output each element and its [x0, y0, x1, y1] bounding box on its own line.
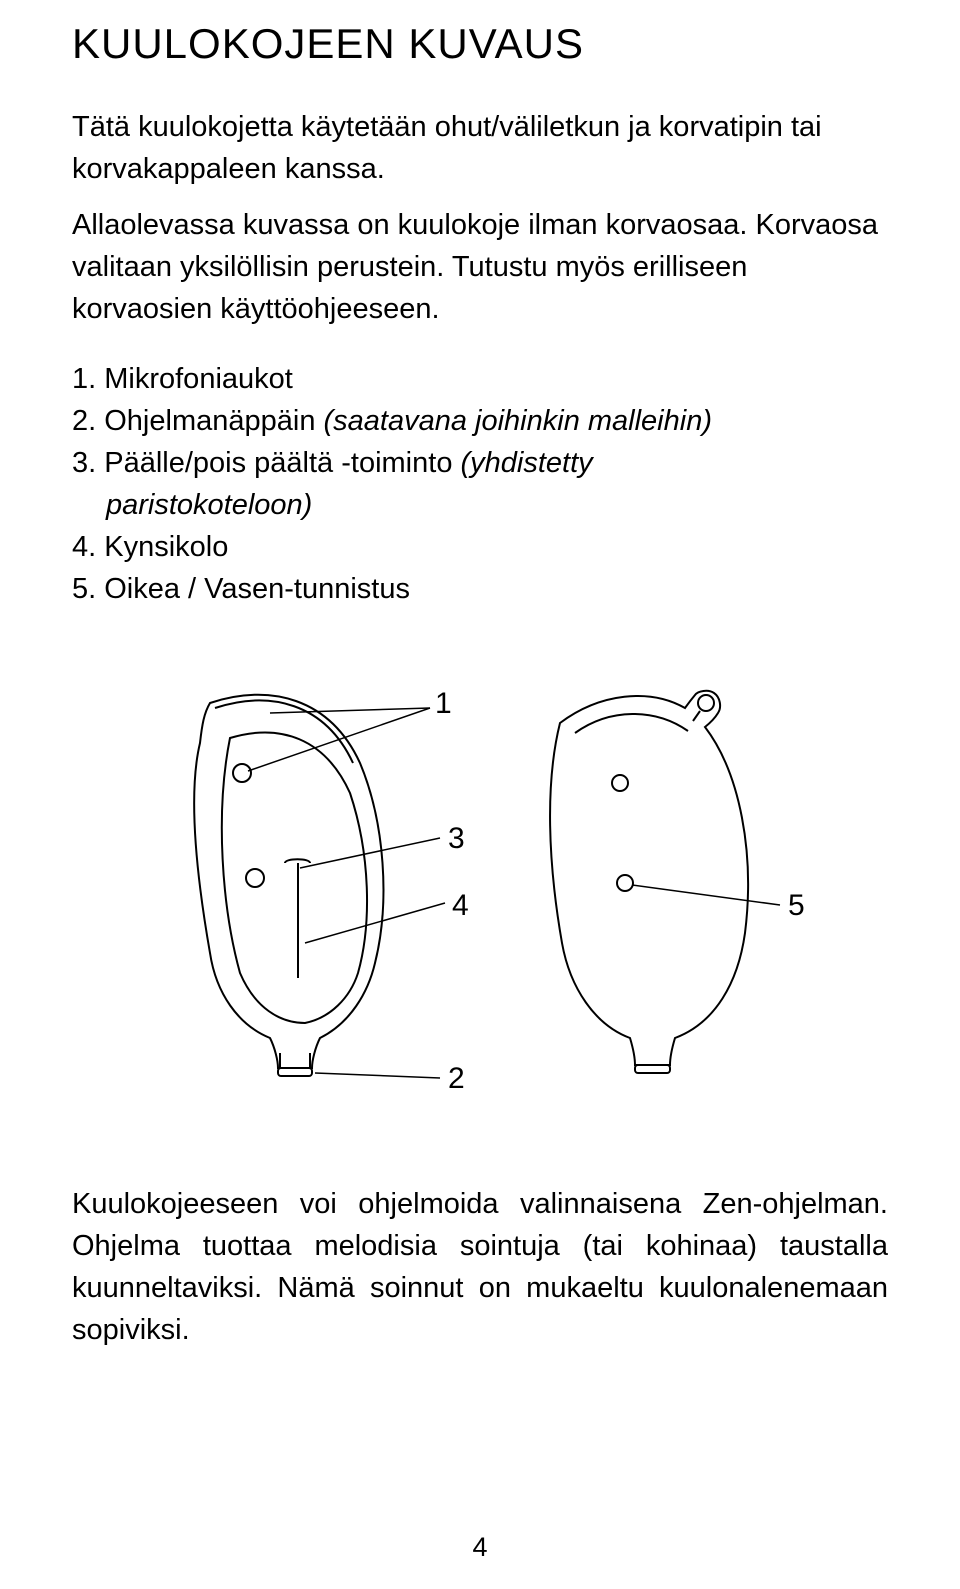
list-item-3-cont: paristokoteloon)	[72, 484, 888, 526]
intro-paragraph-2: Allaolevassa kuvassa on kuulokoje ilman …	[72, 204, 888, 330]
hearing-aid-right	[550, 690, 748, 1072]
list-item-2-italic: (saatavana joihinkin malleihin)	[324, 405, 712, 437]
list-item-2: 2. Ohjelmanäppäin (saatavana joihinkin m…	[72, 400, 888, 442]
list-item-5: 5. Oikea / Vasen-tunnistus	[72, 568, 888, 610]
diagram-label-5: 5	[788, 889, 805, 922]
list-item-4: 4. Kynsikolo	[72, 526, 888, 568]
intro-paragraph-1: Tätä kuulokojetta käytetään ohut/välilet…	[72, 106, 888, 190]
page-number: 4	[0, 1532, 960, 1563]
diagram-label-3: 3	[448, 822, 465, 855]
bottom-paragraph: Kuulokojeeseen voi ohjelmoida valinnaise…	[72, 1183, 888, 1351]
diagram-label-2: 2	[448, 1062, 465, 1095]
list-item-1: 1. Mikrofoniaukot	[72, 358, 888, 400]
hearing-aid-left	[194, 694, 383, 1075]
hearing-aid-diagram: 1 3 4 2 5	[130, 653, 830, 1133]
list-item-3: 3. Päälle/pois päältä -toiminto (yhdiste…	[72, 442, 888, 484]
list-item-3-text: 3. Päälle/pois päältä -toiminto	[72, 447, 461, 479]
page-title: KUULOKOJEEN KUVAUS	[72, 20, 888, 68]
diagram-label-4: 4	[452, 889, 469, 922]
list-item-2-text: 2. Ohjelmanäppäin	[72, 405, 324, 437]
diagram-label-1: 1	[435, 687, 452, 720]
list-item-3-italic-a: (yhdistetty	[461, 447, 593, 479]
diagram-container: 1 3 4 2 5	[72, 653, 888, 1133]
